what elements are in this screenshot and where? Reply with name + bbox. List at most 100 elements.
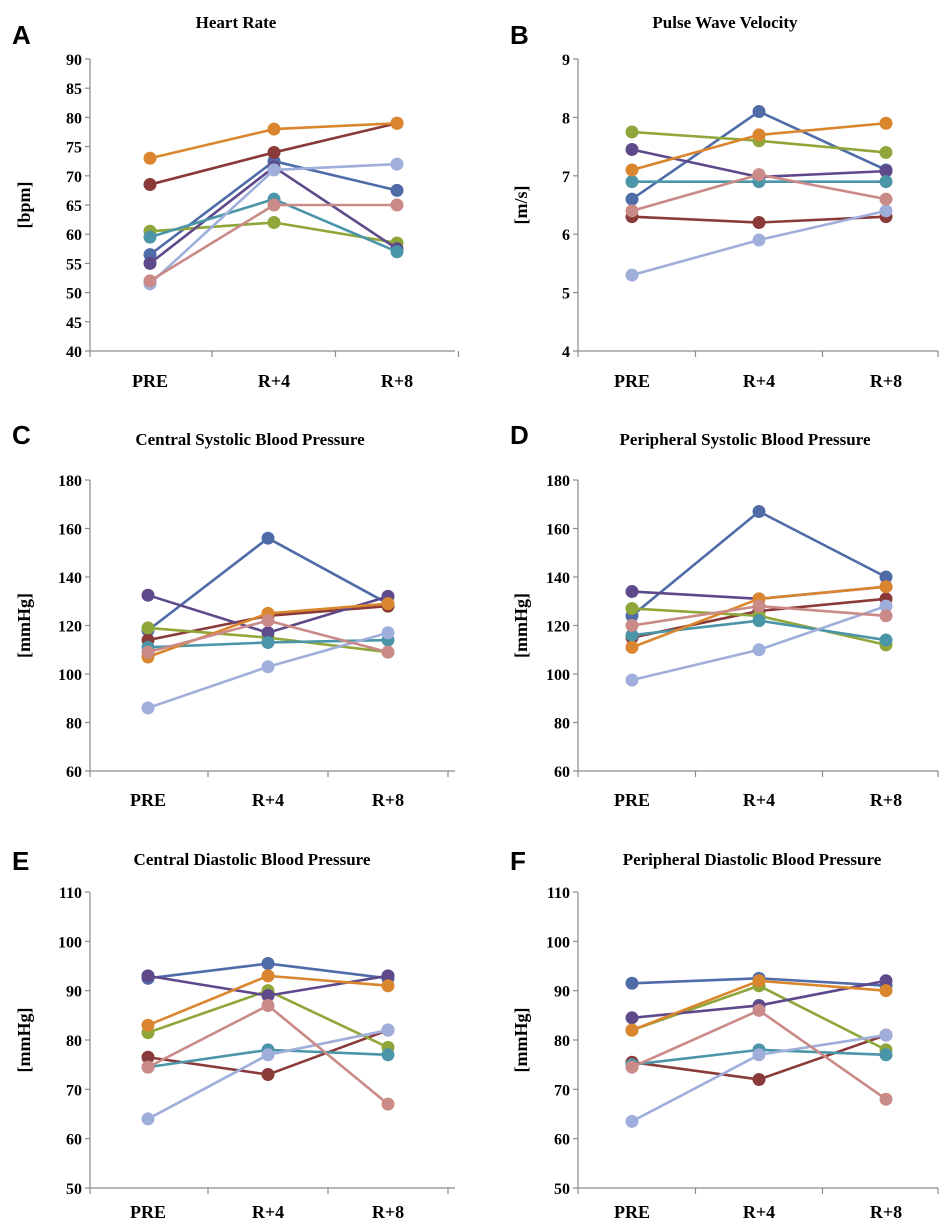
data-point (390, 245, 404, 259)
y-tick-label: 120 (58, 619, 82, 636)
data-point (625, 976, 639, 990)
y-tick-label: 90 (66, 984, 82, 1001)
data-point (752, 643, 766, 657)
x-tick-label: R+8 (870, 371, 902, 391)
data-point (752, 614, 766, 628)
data-point (261, 660, 275, 674)
y-axis-label: [mmHg] (14, 593, 34, 658)
data-point (390, 116, 404, 130)
y-tick-label: 50 (66, 286, 82, 303)
data-point (381, 979, 395, 993)
data-point (143, 274, 157, 288)
data-point (261, 998, 275, 1012)
data-point (390, 198, 404, 212)
data-point (625, 585, 639, 599)
chart-title: Pulse Wave Velocity (652, 13, 798, 32)
data-point (625, 192, 639, 206)
y-tick-label: 70 (66, 169, 82, 186)
data-point (625, 673, 639, 687)
x-tick-label: PRE (614, 790, 650, 810)
data-point (879, 984, 893, 998)
y-tick-label: 140 (546, 570, 570, 587)
data-point (879, 164, 893, 178)
x-tick-label: R+8 (381, 371, 413, 391)
data-point (752, 505, 766, 519)
data-point (267, 163, 281, 177)
data-point (141, 1018, 155, 1032)
y-tick-label: 5 (562, 286, 570, 303)
data-point (381, 1023, 395, 1037)
y-tick-label: 180 (58, 473, 82, 490)
x-tick-label: PRE (130, 790, 166, 810)
y-tick-label: 9 (562, 52, 570, 69)
y-tick-label: 6 (562, 227, 570, 244)
data-point (752, 105, 766, 119)
data-point (752, 599, 766, 613)
y-tick-label: 4 (562, 344, 570, 361)
y-tick-label: 85 (66, 81, 82, 98)
data-point (879, 145, 893, 159)
data-point (879, 633, 893, 647)
y-tick-label: 8 (562, 110, 570, 127)
data-point (625, 1011, 639, 1025)
data-point (879, 175, 893, 189)
data-point (625, 268, 639, 282)
y-tick-label: 120 (546, 619, 570, 636)
chart-title: Peripheral Systolic Blood Pressure (619, 430, 871, 449)
chart-title: Central Systolic Blood Pressure (135, 430, 365, 449)
y-tick-label: 70 (66, 1082, 82, 1099)
x-tick-label: PRE (614, 371, 650, 391)
chart-panel-c: C Central Systolic Blood Pressure [mmHg] 60… (12, 420, 455, 810)
data-point (390, 157, 404, 171)
data-point (879, 609, 893, 623)
data-point (390, 183, 404, 197)
panel-letter: C (12, 420, 31, 450)
x-tick-label: R+8 (870, 790, 902, 810)
y-tick-label: 80 (554, 1033, 570, 1050)
data-point (879, 192, 893, 206)
data-point (267, 198, 281, 212)
y-axis-label: [mmHg] (511, 1008, 531, 1073)
panel-letter: A (12, 20, 31, 50)
data-point (879, 599, 893, 613)
data-point (141, 1050, 155, 1064)
y-tick-label: 80 (66, 716, 82, 733)
data-point (625, 204, 639, 218)
data-point (752, 1003, 766, 1017)
data-point (879, 1092, 893, 1106)
chart-panel-f: F Peripheral Diastolic Blood Pressure [mmH… (510, 846, 939, 1222)
x-tick-label: R+4 (743, 790, 775, 810)
data-point (625, 602, 639, 616)
y-tick-label: 50 (66, 1181, 82, 1198)
data-point (261, 626, 275, 640)
panel-letter: E (12, 846, 29, 876)
chart-title: Peripheral Diastolic Blood Pressure (623, 850, 882, 869)
y-axis-label: [mmHg] (511, 593, 531, 658)
data-point (381, 1048, 395, 1062)
y-tick-label: 65 (66, 198, 82, 215)
data-point (381, 645, 395, 659)
data-point (141, 588, 155, 602)
data-point (141, 621, 155, 635)
y-tick-label: 90 (554, 984, 570, 1001)
x-tick-label: R+8 (372, 790, 404, 810)
y-tick-label: 70 (554, 1082, 570, 1099)
data-point (381, 1097, 395, 1111)
data-point (752, 233, 766, 247)
y-tick-label: 60 (66, 764, 82, 781)
chart-title: Central Diastolic Blood Pressure (134, 850, 371, 869)
panel-letter: F (510, 846, 526, 876)
y-axis-label: [mmHg] (14, 1008, 34, 1073)
data-point (261, 989, 275, 1003)
y-tick-label: 110 (59, 885, 82, 902)
x-tick-label: R+4 (743, 371, 775, 391)
data-point (381, 626, 395, 640)
data-point (879, 204, 893, 218)
data-point (261, 1068, 275, 1082)
y-tick-label: 60 (554, 764, 570, 781)
data-point (752, 974, 766, 988)
data-point (141, 1112, 155, 1126)
data-point (879, 974, 893, 988)
y-tick-label: 100 (58, 934, 82, 951)
data-point (267, 145, 281, 159)
